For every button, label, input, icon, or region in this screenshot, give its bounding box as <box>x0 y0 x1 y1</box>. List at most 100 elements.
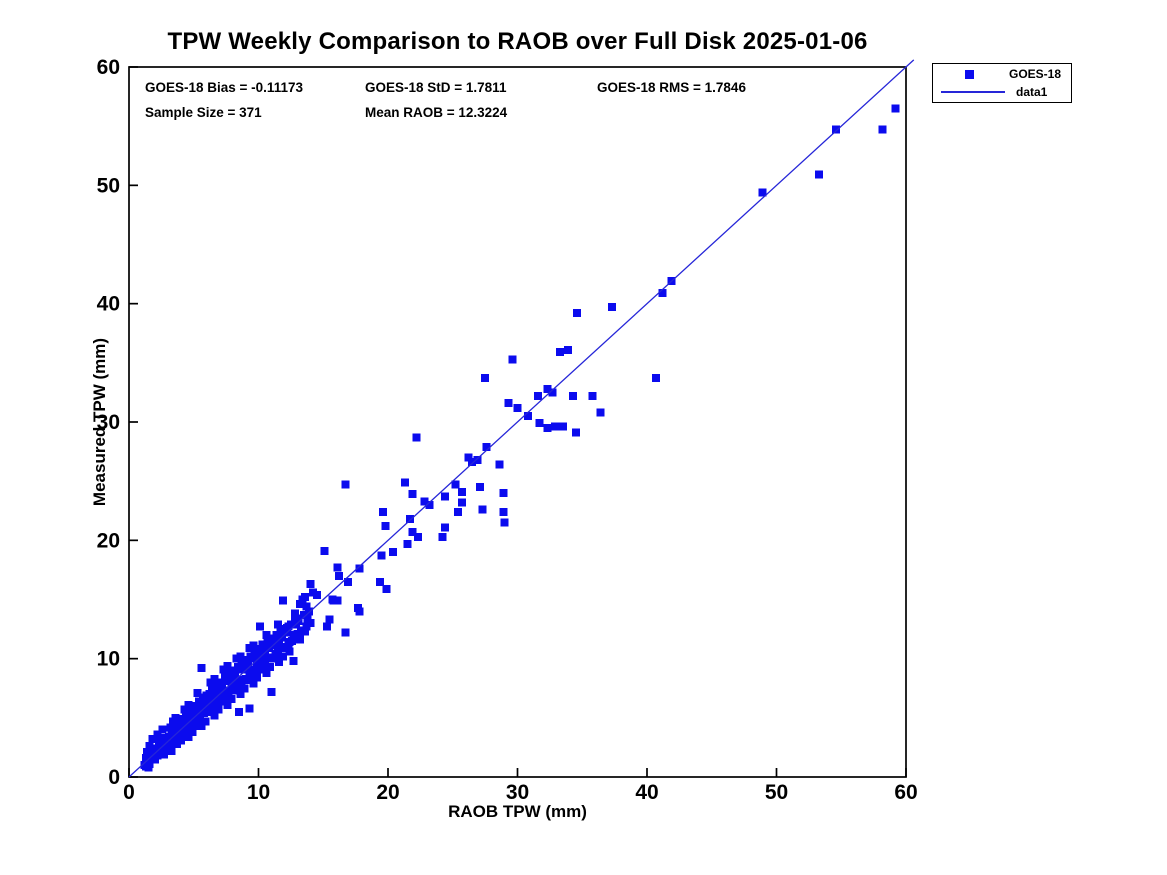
legend-marker-swatch <box>965 69 974 79</box>
x-tick-label: 20 <box>376 781 399 804</box>
data-point <box>425 500 434 509</box>
data-point <box>289 657 298 666</box>
data-point <box>377 551 386 560</box>
data-point <box>144 763 153 772</box>
data-point <box>408 528 417 537</box>
data-point <box>333 563 342 572</box>
data-point <box>275 658 284 667</box>
data-point <box>183 713 192 722</box>
data-point <box>457 498 466 507</box>
data-point <box>413 532 422 541</box>
data-point <box>165 738 174 747</box>
x-tick-label: 50 <box>765 781 788 804</box>
y-tick-label: 0 <box>108 766 120 789</box>
data-point <box>262 631 271 639</box>
data-point <box>167 746 176 755</box>
data-point <box>203 692 212 701</box>
data-point <box>249 679 258 688</box>
data-point <box>325 615 334 624</box>
data-point <box>227 694 236 703</box>
data-point <box>440 492 449 501</box>
data-point <box>185 724 194 733</box>
stat-mean-raob: Mean RAOB = 12.3224 <box>365 105 508 120</box>
data-point <box>273 620 282 629</box>
data-point <box>285 647 294 656</box>
data-point <box>236 690 245 699</box>
data-point <box>815 170 824 179</box>
data-point <box>341 628 350 637</box>
data-point <box>473 455 482 464</box>
data-point <box>355 564 364 573</box>
data-point <box>197 664 206 673</box>
data-point <box>193 688 202 697</box>
data-point <box>457 487 466 496</box>
data-point <box>343 577 352 586</box>
data-point <box>302 602 311 611</box>
data-point <box>438 532 447 541</box>
data-point <box>305 607 314 616</box>
data-point <box>832 125 841 134</box>
data-point <box>333 596 342 605</box>
data-point <box>219 665 228 674</box>
data-point <box>161 746 170 755</box>
data-point <box>216 681 225 690</box>
data-point <box>328 595 337 604</box>
legend: GOES-18 data1 <box>932 63 1072 103</box>
legend-entry-goes18: GOES-18 <box>933 66 1071 82</box>
data-point <box>206 678 215 687</box>
legend-line-label: data1 <box>1016 85 1048 99</box>
data-point <box>312 590 321 599</box>
data-point <box>588 391 597 400</box>
legend-line-swatch <box>941 91 1005 93</box>
data-point <box>196 699 205 708</box>
data-point <box>523 412 532 421</box>
data-point <box>564 345 573 354</box>
y-tick-label: 20 <box>97 529 120 552</box>
data-point <box>440 523 449 532</box>
x-tick-label: 40 <box>635 781 658 804</box>
data-point <box>320 546 329 555</box>
stat-bias: GOES-18 Bias = -0.11173 <box>145 80 303 95</box>
data-point <box>279 652 288 661</box>
data-point <box>596 408 605 417</box>
data-point <box>260 649 269 658</box>
data-point <box>262 668 271 677</box>
data-point <box>482 442 491 451</box>
data-point <box>495 460 504 469</box>
data-point <box>652 374 661 383</box>
x-tick-label: 10 <box>247 781 270 804</box>
data-point <box>264 644 273 653</box>
data-point <box>245 644 254 653</box>
y-axis-label: Measured TPW (mm) <box>90 337 109 507</box>
data-point <box>334 571 343 580</box>
data-point <box>178 731 187 740</box>
data-point <box>180 705 189 714</box>
data-point <box>301 593 310 602</box>
data-point <box>289 631 298 639</box>
data-point <box>551 422 560 431</box>
data-point <box>240 684 249 693</box>
data-point <box>378 507 387 516</box>
data-point <box>270 641 279 650</box>
data-point <box>275 639 284 648</box>
data-point <box>878 125 887 134</box>
data-point <box>250 667 259 676</box>
data-point <box>400 478 409 487</box>
data-point <box>279 596 288 605</box>
y-tick-label: 60 <box>97 56 120 79</box>
data-point <box>403 539 412 548</box>
data-point <box>178 720 187 729</box>
data-point <box>143 748 152 757</box>
data-point <box>272 649 281 658</box>
data-point <box>500 518 509 527</box>
legend-entry-data1: data1 <box>933 84 1071 100</box>
data-point <box>406 515 415 524</box>
data-point <box>153 730 162 739</box>
data-point <box>258 640 267 649</box>
data-point <box>451 480 460 489</box>
data-point <box>294 614 303 623</box>
data-point <box>267 687 276 696</box>
data-point <box>535 419 544 428</box>
data-point <box>165 732 174 741</box>
data-point <box>303 615 312 624</box>
